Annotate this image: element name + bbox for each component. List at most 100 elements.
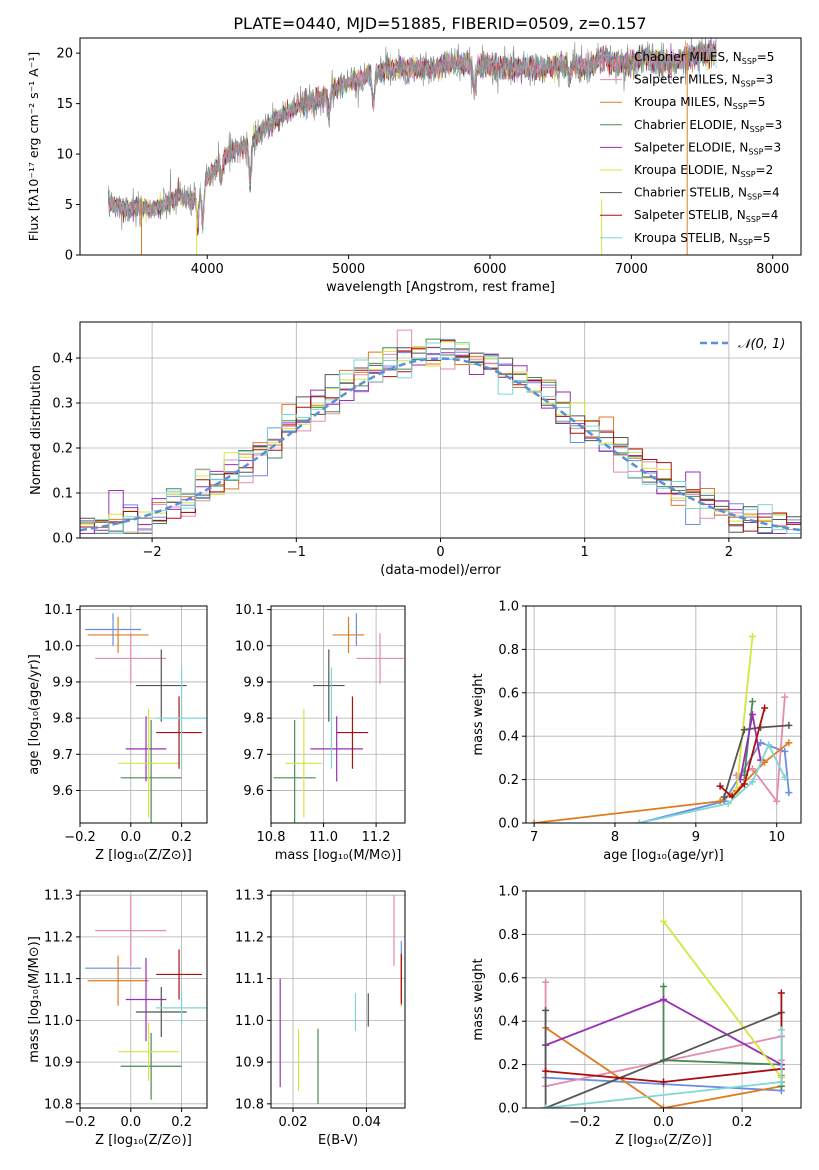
weight-marker	[748, 765, 756, 773]
y-tick-label: 5	[65, 198, 73, 213]
x-tick-label: 0.0	[653, 1115, 674, 1130]
y-tick-label: 10	[56, 148, 73, 163]
y-tick-label: 0.3	[52, 397, 73, 412]
y-tick-label: 15	[56, 97, 73, 112]
weight-marker	[781, 747, 789, 755]
weight-marker	[777, 1078, 785, 1086]
legend-label: Kroupa ELODIE, NSSP=2	[634, 163, 773, 179]
x-axis-label: Z [log₁₀(Z/Z⊙)]	[95, 848, 192, 863]
y-tick-label: 9.6	[243, 784, 264, 799]
weight-marker	[781, 693, 789, 701]
legend-label: Chabrier MILES, NSSP=5	[634, 50, 774, 66]
y-tick-label: 0.6	[498, 971, 519, 986]
y-tick-label: 10.9	[235, 1056, 264, 1071]
y-tick-label: 0.4	[498, 1015, 519, 1030]
x-tick-label: 0.2	[171, 1115, 192, 1130]
y-tick-label: 10.9	[44, 1056, 73, 1071]
weight-marker	[724, 799, 732, 807]
x-tick-label: 7	[530, 830, 538, 845]
y-tick-label: 11.2	[44, 930, 73, 945]
x-axis-label: age [log₁₀(age/yr)]	[603, 848, 724, 863]
plot-area	[530, 632, 793, 823]
x-tick-label: −0.2	[569, 1115, 601, 1130]
y-tick-label: 0.4	[498, 730, 519, 745]
weight-marker	[785, 789, 793, 797]
y-tick-label: 9.9	[52, 675, 73, 690]
x-axis-label: Z [log₁₀(Z/Z⊙)]	[615, 1133, 712, 1148]
y-tick-label: 9.8	[52, 712, 73, 727]
x-tick-label: 11.2	[362, 830, 391, 845]
x-tick-label: 5000	[332, 262, 365, 277]
plot-area	[107, 38, 717, 255]
weight-marker	[785, 721, 793, 729]
weight-marker	[660, 1104, 667, 1108]
y-tick-label: 0.2	[498, 1058, 519, 1073]
weight-marker	[542, 1067, 550, 1075]
weight-marker	[773, 797, 781, 805]
x-tick-label: 8	[611, 830, 619, 845]
weight-line	[723, 724, 789, 798]
y-axis-label: Flux [fλ10⁻¹⁷ erg cm⁻² s⁻¹ A⁻¹]	[26, 52, 41, 241]
chart-mass_vs_ebv: 0.02 0.04 10.8 10.9 11.0 11.1 11.2 11.3 E(B-V)	[235, 889, 406, 1148]
legend-label: Kroupa STELIB, NSSP=5	[634, 231, 771, 247]
x-tick-label: −0.2	[64, 1115, 96, 1130]
y-tick-label: 0.6	[498, 686, 519, 701]
x-axis-label: E(B-V)	[318, 1133, 358, 1148]
y-axis-label: age [log₁₀(age/yr)]	[27, 654, 42, 775]
weight-marker	[785, 739, 793, 747]
x-tick-label: 8000	[756, 262, 789, 277]
plot-area	[85, 895, 207, 1100]
x-tick-label: 2	[725, 545, 733, 560]
chart-age_vs_mass: 10.8 11.0 11.2 9.6 9.7 9.8 9.9 10.0 10.1 mass [lo…	[235, 603, 406, 863]
x-tick-label: 10.8	[257, 830, 286, 845]
x-tick-label: 0.04	[352, 1115, 381, 1130]
weight-line	[735, 636, 754, 793]
weight-marker	[660, 996, 667, 1003]
figure-title: PLATE=0440, MJD=51885, FIBERID=0509, z=0…	[233, 14, 646, 33]
weight-marker	[777, 1026, 785, 1034]
weight-marker	[765, 741, 773, 749]
x-axis-label: Z [log₁₀(Z/Z⊙)]	[95, 1133, 192, 1148]
legend-label: 𝒩(0, 1)	[738, 337, 785, 352]
y-tick-label: 11.1	[235, 972, 264, 987]
x-tick-label: −1	[287, 545, 306, 560]
x-tick-label: 9	[692, 830, 700, 845]
y-tick-label: 0.0	[52, 532, 73, 547]
legend-label: Kroupa MILES, NSSP=5	[634, 95, 765, 111]
weight-marker	[740, 780, 748, 788]
y-tick-label: 9.9	[243, 675, 264, 690]
weight-marker	[740, 726, 748, 734]
x-axis-label: wavelength [Angstrom, rest frame]	[326, 280, 555, 295]
y-tick-label: 1.0	[498, 885, 519, 900]
x-axis-label: mass [log₁₀(M/M⊙)]	[275, 848, 402, 863]
weight-marker	[542, 978, 550, 986]
x-tick-label: 11.0	[309, 830, 338, 845]
x-tick-label: 0.2	[171, 830, 192, 845]
y-tick-label: 20	[56, 47, 73, 62]
axes-frame	[79, 605, 208, 824]
histogram-kroupa-stelib	[80, 342, 801, 538]
y-axis-label: mass [log₁₀(M/M⊙)]	[27, 936, 42, 1063]
axes-frame	[270, 890, 406, 1109]
plot-area	[80, 329, 801, 538]
y-tick-label: 11.0	[44, 1014, 73, 1029]
y-tick-label: 11.3	[44, 889, 73, 904]
weight-line	[719, 707, 766, 799]
legend-label: Chabrier STELIB, NSSP=4	[634, 186, 780, 202]
y-tick-label: 9.7	[52, 748, 73, 763]
chart-age_vs_Z: −0.2 0.0 0.2 9.6 9.7 9.8 9.9 10.0 10.1 Z [log₁₀(Z…	[27, 603, 208, 863]
axes-frame	[79, 890, 208, 1109]
y-tick-label: 9.8	[243, 712, 264, 727]
y-tick-label: 0.8	[498, 928, 519, 943]
weight-marker	[720, 793, 728, 801]
x-tick-label: 0.0	[120, 1115, 141, 1130]
y-tick-label: 10.0	[44, 639, 73, 654]
y-tick-label: 9.6	[52, 784, 73, 799]
axes-frame	[270, 605, 406, 824]
plot-area	[542, 917, 785, 1108]
axes-frame	[79, 37, 802, 256]
weight-marker	[542, 1006, 550, 1014]
weight-marker	[761, 704, 769, 712]
weight-marker	[716, 782, 724, 790]
x-tick-label: −2	[143, 545, 162, 560]
